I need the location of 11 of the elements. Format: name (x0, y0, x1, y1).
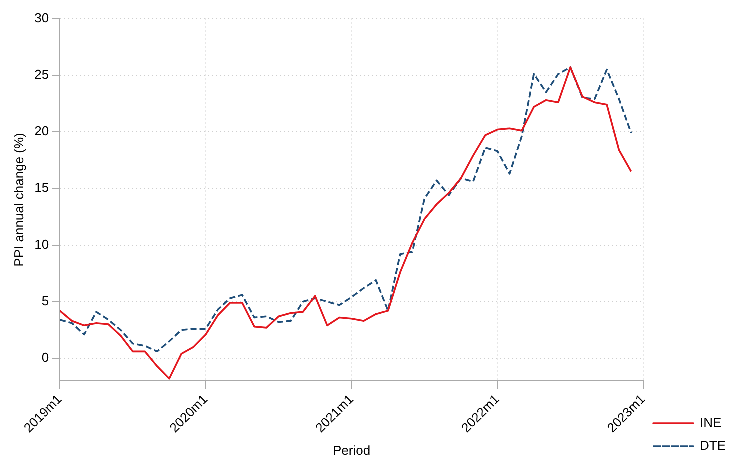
y-axis-title: PPI annual change (%) (11, 133, 26, 267)
y-tick-label: 10 (34, 236, 50, 252)
x-axis-title: Period (332, 442, 371, 458)
y-tick-label: 25 (34, 66, 50, 82)
y-tick-label: 30 (34, 10, 50, 26)
legend-label: DTE (700, 438, 726, 454)
y-tick-label: 5 (42, 293, 50, 308)
y-tick-label: 20 (34, 124, 50, 139)
y-tick-label: 15 (34, 180, 50, 196)
y-tick-label: 0 (42, 350, 50, 366)
legend-label: INE (700, 415, 722, 430)
